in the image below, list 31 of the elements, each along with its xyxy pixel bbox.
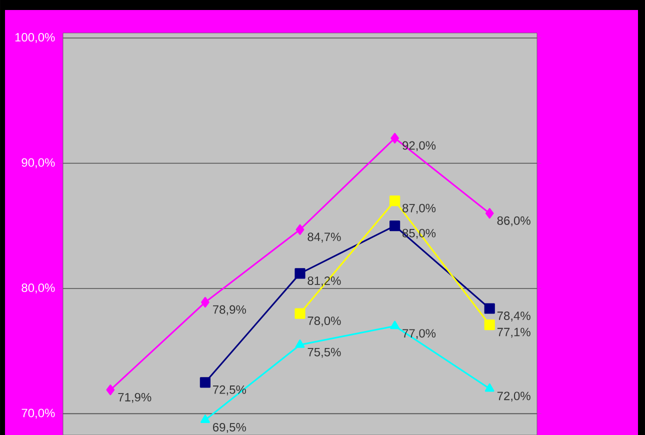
data-label: 75,5% bbox=[308, 348, 341, 358]
data-label: 69,5% bbox=[213, 422, 246, 433]
data-label: 78,4% bbox=[497, 311, 530, 322]
y-tick-label: 90,0% bbox=[22, 158, 55, 168]
point bbox=[484, 319, 495, 330]
y-tick-label: 70,0% bbox=[22, 408, 55, 419]
data-label: 78,9% bbox=[213, 305, 246, 316]
point bbox=[484, 383, 494, 392]
point bbox=[390, 320, 400, 329]
point bbox=[484, 303, 495, 314]
y-tick-label: 80,0% bbox=[22, 283, 55, 294]
point bbox=[106, 384, 115, 396]
data-label: 87,0% bbox=[402, 204, 436, 214]
point bbox=[295, 339, 305, 348]
point bbox=[390, 195, 400, 206]
data-label: 78,0% bbox=[308, 316, 341, 326]
point bbox=[296, 224, 304, 235]
point bbox=[390, 220, 400, 232]
point bbox=[294, 268, 306, 279]
data-label: 72,0% bbox=[497, 392, 530, 402]
point bbox=[200, 376, 211, 388]
point bbox=[294, 308, 306, 319]
data-label: 86,0% bbox=[497, 216, 530, 226]
point bbox=[201, 296, 210, 308]
point bbox=[200, 414, 210, 423]
y-tick-label: 100,0% bbox=[15, 32, 55, 43]
data-label: 84,7% bbox=[308, 232, 341, 242]
point bbox=[390, 132, 399, 144]
point bbox=[485, 208, 494, 219]
data-label: 71,9% bbox=[118, 392, 152, 403]
data-label: 77,1% bbox=[497, 328, 530, 338]
